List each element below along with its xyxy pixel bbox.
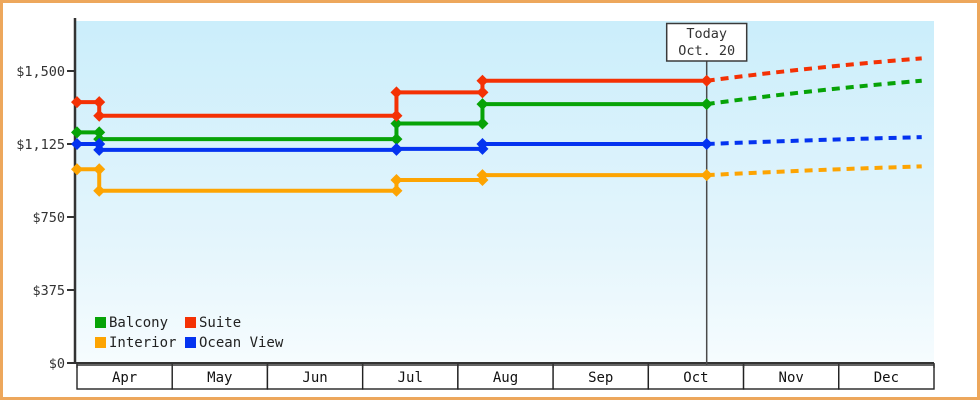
- today-box-line2: Oct. 20: [678, 43, 735, 59]
- x-axis-month-label: Dec: [874, 370, 899, 386]
- series-projection-interior: [706, 164, 922, 178]
- legend-label-balcony: Balcony: [109, 315, 168, 331]
- data-point-marker-ocean-view: [476, 138, 489, 150]
- y-axis-tick-label: $0: [49, 356, 65, 372]
- data-point-marker-suite: [476, 74, 489, 87]
- x-axis-month-label: Aug: [493, 370, 518, 386]
- data-point-marker-interior: [93, 163, 106, 176]
- x-axis-month-cell: [361, 364, 459, 390]
- data-point-marker-balcony: [71, 126, 83, 139]
- today-box-line1: Today: [686, 26, 727, 42]
- legend-label-suite: Suite: [199, 315, 241, 331]
- data-point-marker-suite: [93, 109, 106, 122]
- data-point-marker-suite: [71, 96, 83, 109]
- price-chart: $0 $375 $750 $1,125 $1,500 Apr May Jun Jul Aug Se…: [16, 18, 935, 390]
- x-axis-month-label: Jul: [398, 370, 423, 386]
- data-point-marker-ocean-view: [390, 142, 403, 155]
- data-point-marker-suite: [93, 96, 106, 109]
- series-projection-ocean-view: [706, 135, 922, 146]
- y-axis-tick-label: $1,500: [16, 64, 65, 80]
- x-axis-month-cell: [647, 364, 745, 390]
- y-axis-tick-label: $750: [32, 210, 65, 226]
- data-point-marker-balcony: [476, 98, 489, 111]
- data-point-marker-interior: [390, 174, 403, 187]
- data-point-marker-interior: [700, 169, 713, 182]
- x-axis-month-cell: [552, 364, 650, 390]
- legend: Balcony Suite Interior Ocean View: [95, 315, 284, 351]
- x-axis-month-label: Sep: [588, 370, 613, 386]
- data-point-marker-interior: [476, 169, 489, 182]
- x-axis-month-cell: [266, 364, 364, 390]
- x-axis-month-strip: Apr May Jun Jul Aug Sep Oct Nov Dec: [76, 363, 935, 390]
- x-axis-month-label: Jun: [302, 370, 327, 386]
- data-point-marker-balcony: [390, 133, 403, 146]
- x-axis-month-cell: [838, 364, 935, 390]
- legend-label-ocean-view: Ocean View: [199, 335, 284, 351]
- data-point-marker-ocean-view: [71, 138, 83, 150]
- x-axis-month-cell: [742, 364, 840, 390]
- series-projection-balcony: [706, 78, 922, 107]
- x-axis-month-cell: [457, 364, 554, 390]
- data-point-marker-interior: [71, 163, 83, 176]
- today-callout: Today Oct. 20: [665, 22, 748, 62]
- legend-swatch-balcony: [95, 317, 106, 328]
- data-point-marker-balcony: [93, 126, 106, 139]
- legend-swatch-suite: [185, 317, 196, 328]
- x-axis-month-label: Nov: [779, 370, 804, 386]
- legend-label-interior: Interior: [109, 335, 176, 351]
- data-point-marker-balcony: [390, 117, 403, 130]
- data-point-marker-suite: [700, 74, 713, 87]
- x-axis-month-label: Apr: [112, 370, 137, 386]
- y-axis-ticks: $0 $375 $750 $1,125 $1,500: [16, 64, 75, 372]
- data-point-marker-suite: [476, 86, 489, 99]
- data-point-marker-suite: [390, 109, 403, 122]
- series-projection-suite: [706, 56, 922, 83]
- y-axis-tick-label: $375: [32, 283, 65, 299]
- data-point-marker-ocean-view: [93, 143, 106, 156]
- data-point-marker-balcony: [476, 117, 489, 130]
- data-point-marker-interior: [93, 184, 106, 197]
- data-point-marker-ocean-view: [700, 138, 713, 150]
- x-axis-month-cell: [171, 364, 269, 390]
- series-layer: [71, 56, 922, 197]
- data-point-marker-interior: [390, 184, 403, 197]
- x-axis-month-label: May: [207, 370, 232, 386]
- legend-swatch-interior: [95, 337, 106, 348]
- y-axis-tick-label: $1,125: [16, 137, 65, 153]
- today-box: [665, 22, 748, 62]
- data-point-marker-balcony: [700, 98, 713, 111]
- legend-swatch-ocean-view: [185, 337, 196, 348]
- x-axis-month-label: Oct: [683, 370, 708, 386]
- data-point-marker-suite: [390, 86, 403, 99]
